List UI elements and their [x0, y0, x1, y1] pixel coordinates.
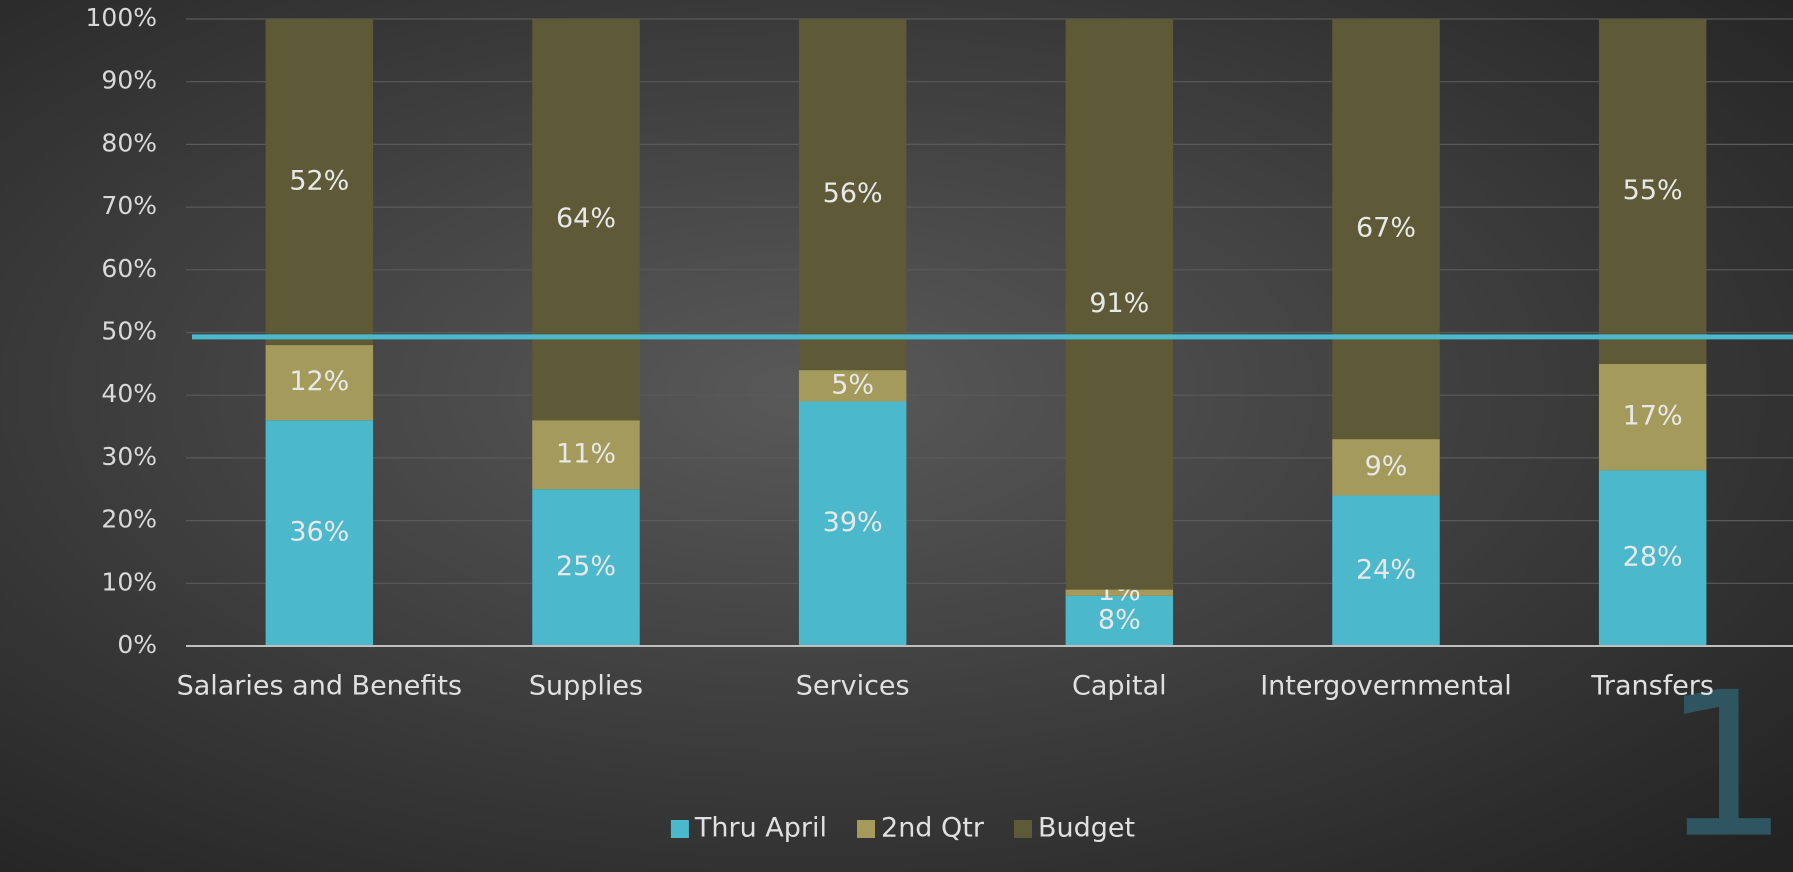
data-label: 39%: [823, 507, 883, 538]
data-label: 12%: [289, 366, 349, 397]
data-label: 28%: [1623, 542, 1683, 573]
y-tick-label: 60%: [101, 254, 157, 283]
y-tick-label: 50%: [101, 317, 157, 346]
y-tick-label: 20%: [101, 505, 157, 534]
bar-segment: [1598, 19, 1707, 364]
y-tick-label: 10%: [101, 567, 157, 596]
bar-segment: [532, 489, 640, 646]
bar-segment: [1332, 19, 1440, 440]
data-label: 25%: [556, 551, 616, 582]
x-tick-label: Supplies: [529, 671, 643, 702]
legend-label: Budget: [1038, 813, 1135, 844]
legend-swatch: [670, 820, 689, 838]
data-label: 64%: [556, 203, 616, 234]
x-tick-label: Transfers: [1590, 671, 1714, 702]
legend-label: 2nd Qtr: [881, 813, 985, 844]
legend-label: Thru April: [694, 813, 827, 844]
data-label: 9%: [1365, 451, 1408, 482]
bar-segment: [798, 401, 907, 646]
data-label: 67%: [1356, 213, 1416, 244]
y-tick-label: 40%: [101, 379, 157, 408]
y-tick-label: 90%: [101, 66, 157, 95]
data-label: 56%: [823, 178, 883, 209]
bar-segment: [798, 19, 907, 371]
data-label: 17%: [1623, 401, 1683, 432]
legend-swatch: [857, 820, 876, 838]
bar-segment: [1065, 19, 1174, 590]
bar-segment: [1332, 439, 1440, 496]
page-number: 14: [1662, 650, 1793, 872]
bar-segment: [1065, 589, 1174, 596]
y-tick-label: 0%: [117, 630, 157, 659]
data-label: 91%: [1089, 288, 1149, 319]
bar-segment: [532, 420, 640, 490]
data-label: 36%: [289, 517, 349, 548]
data-label: 11%: [556, 438, 616, 469]
y-tick-label: 100%: [86, 3, 157, 32]
data-label: 52%: [289, 166, 349, 197]
bar-segment: [532, 19, 640, 421]
data-label: 24%: [1356, 554, 1416, 585]
bar-segment: [265, 19, 374, 346]
data-label: 8%: [1098, 604, 1141, 635]
bar-segment: [265, 345, 374, 421]
bar-segment: [265, 420, 374, 646]
x-tick-label: Salaries and Benefits: [177, 671, 463, 702]
bar-segment: [1065, 595, 1174, 646]
bar-segment: [1598, 470, 1707, 646]
x-tick-label: Services: [796, 671, 910, 702]
y-tick-label: 30%: [101, 442, 157, 471]
y-tick-label: 80%: [101, 128, 157, 157]
data-label: 5%: [831, 369, 874, 400]
data-label: 55%: [1623, 175, 1683, 206]
bar-segment: [1332, 495, 1440, 646]
bar-segment: [798, 370, 907, 402]
bar-segment: [1598, 363, 1707, 471]
x-tick-label: Intergovernmental: [1260, 671, 1512, 702]
legend-swatch: [1013, 820, 1032, 838]
y-tick-label: 70%: [101, 191, 157, 220]
x-tick-label: Capital: [1072, 671, 1167, 702]
